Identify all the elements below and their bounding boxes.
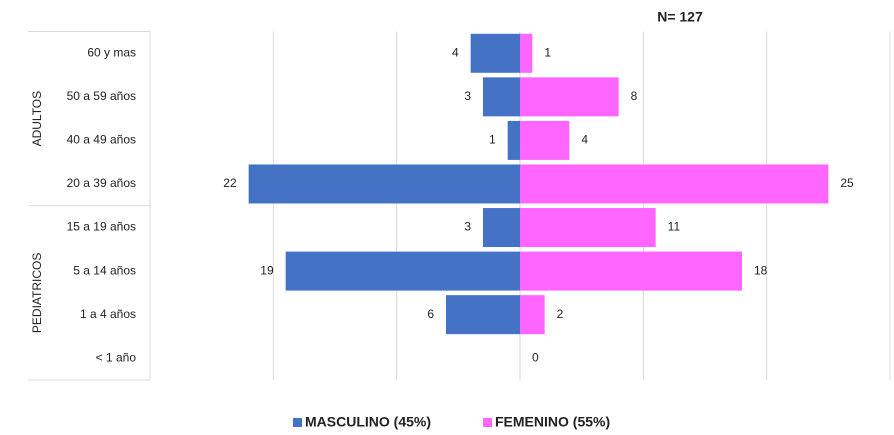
y-tick-label: 50 a 59 años xyxy=(67,89,136,103)
legend-label: FEMENINO (55%) xyxy=(495,414,610,430)
data-label: 1 xyxy=(489,133,496,147)
data-label: 4 xyxy=(452,45,459,59)
group-label: PEDIATRICOS xyxy=(30,253,44,333)
bar xyxy=(520,77,619,117)
data-label: 4 xyxy=(581,133,588,147)
data-label: 3 xyxy=(464,89,471,103)
bar xyxy=(520,251,742,291)
bar xyxy=(507,120,520,160)
data-label: 3 xyxy=(464,220,471,234)
y-tick-label: < 1 año xyxy=(96,350,137,364)
y-tick-label: 20 a 39 años xyxy=(67,176,136,190)
bar xyxy=(520,208,656,248)
data-label: 8 xyxy=(631,89,638,103)
bar xyxy=(248,164,520,204)
data-label: 18 xyxy=(754,263,768,277)
data-label: 6 xyxy=(427,307,434,321)
data-label: 22 xyxy=(223,176,237,190)
y-tick-label: 15 a 19 años xyxy=(67,220,136,234)
bar xyxy=(520,120,570,160)
bar xyxy=(520,33,533,73)
data-label: 11 xyxy=(668,220,681,234)
y-tick-label: 1 a 4 años xyxy=(80,307,136,321)
data-label: 0 xyxy=(532,350,539,364)
bar xyxy=(483,77,520,117)
legend-label: MASCULINO (45%) xyxy=(305,414,431,430)
group-label: ADULTOS xyxy=(30,91,44,147)
bar xyxy=(470,33,520,73)
legend-swatch xyxy=(483,418,492,427)
bar xyxy=(520,295,545,335)
data-label: 25 xyxy=(840,176,854,190)
data-label: 1 xyxy=(544,45,551,59)
data-label: 19 xyxy=(260,263,274,277)
bar xyxy=(285,251,520,291)
bar xyxy=(520,164,829,204)
y-tick-label: 60 y mas xyxy=(87,45,136,59)
bar xyxy=(483,208,520,248)
y-tick-label: 5 a 14 años xyxy=(73,263,136,277)
chart-title: N= 127 xyxy=(657,9,703,25)
bar xyxy=(446,295,520,335)
y-tick-label: 40 a 49 años xyxy=(67,133,136,147)
legend-swatch xyxy=(293,418,302,427)
data-label: 2 xyxy=(557,307,564,321)
